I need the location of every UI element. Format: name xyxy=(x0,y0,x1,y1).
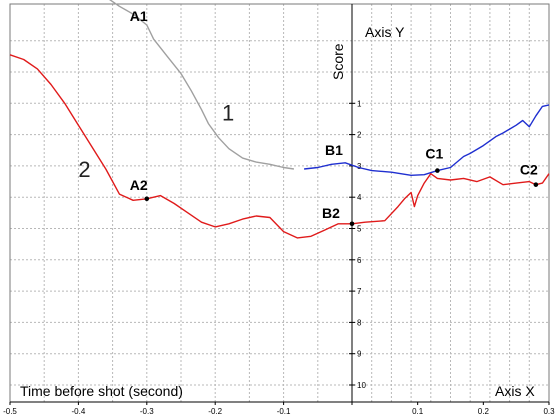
axes: 1 2 3 4 5 6 7 8 9 10 -0.5 -0.4 -0.3 -0.2 -0.1 0.1 0.2 0.3 xyxy=(3,3,555,416)
marker-a2 xyxy=(144,196,150,202)
annotation-a2: A2 xyxy=(130,177,148,193)
y-tick-label: 5 xyxy=(357,225,362,234)
x-tick-label: 0.3 xyxy=(543,407,555,416)
x-tick-label: -0.5 xyxy=(3,407,17,416)
series-line-2 xyxy=(304,104,550,176)
x-tick-label: -0.1 xyxy=(277,407,291,416)
annotation-b2: B2 xyxy=(322,205,340,221)
marker-c1 xyxy=(435,168,440,173)
x-tick-label: -0.4 xyxy=(72,407,86,416)
curve-label-2: 2 xyxy=(78,157,90,182)
y-tick-label: 2 xyxy=(357,131,362,140)
marker-c2 xyxy=(533,182,539,187)
y-axis-title: Score xyxy=(330,43,346,80)
series-line-3 xyxy=(9,54,550,239)
y-tick-label: 7 xyxy=(357,287,362,296)
annotation-c1: C1 xyxy=(425,146,443,162)
curve-label-1: 1 xyxy=(222,101,234,126)
y-tick-label: 9 xyxy=(357,350,362,359)
y-tick-label: 10 xyxy=(357,381,366,390)
x-tick-label: 0.1 xyxy=(412,407,424,416)
annotation-c2: C2 xyxy=(520,162,538,178)
y-tick-label: 4 xyxy=(357,193,362,202)
marker-b2 xyxy=(349,221,355,227)
grid xyxy=(10,4,549,402)
x-tick-label: 0.2 xyxy=(478,407,490,416)
annotation-a1: A1 xyxy=(130,8,148,24)
x-tick-label: -0.3 xyxy=(140,407,154,416)
y-axis-name: Axis Y xyxy=(365,24,405,40)
series-line-1 xyxy=(109,0,295,170)
y-tick-label: 6 xyxy=(357,256,362,265)
x-axis-title: Time before shot (second) xyxy=(20,383,183,399)
series xyxy=(9,0,550,239)
x-axis-name: Axis X xyxy=(495,383,535,399)
labels: A1 A2 B1 B2 C1 C2 1 2 xyxy=(78,8,539,227)
annotation-b1: B1 xyxy=(325,142,343,158)
y-tick-label: 8 xyxy=(357,318,362,327)
y-tick-label: 3 xyxy=(357,162,362,171)
plot-frame xyxy=(9,3,550,403)
x-tick-label: -0.2 xyxy=(208,407,222,416)
y-tick-label: 1 xyxy=(357,99,362,108)
